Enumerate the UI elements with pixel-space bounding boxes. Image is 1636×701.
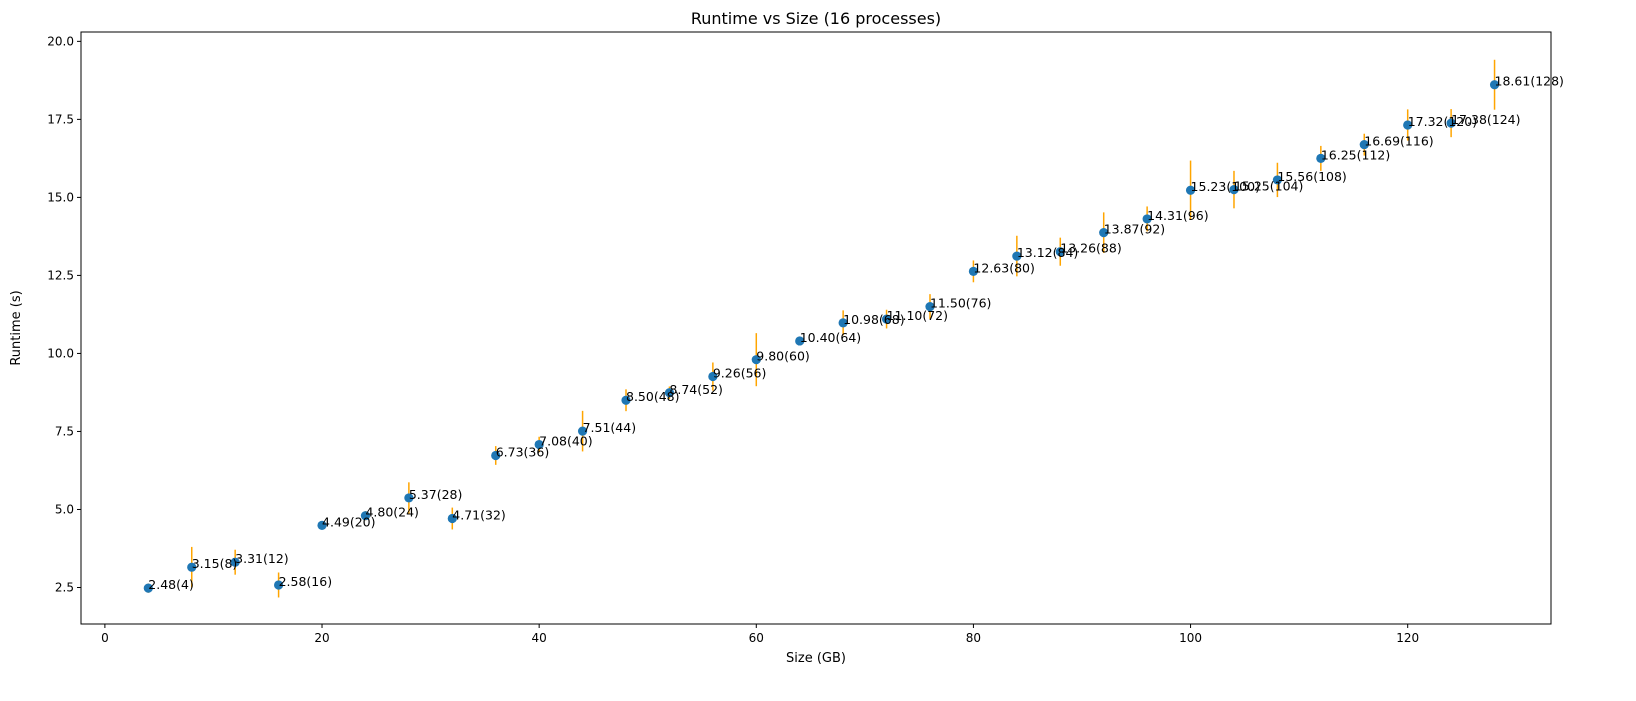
data-point-label: 15.23(100) (1191, 179, 1260, 194)
data-point (1142, 214, 1152, 224)
data-point-label: 12.63(80) (973, 260, 1034, 275)
data-point-label: 7.08(40) (539, 434, 593, 449)
data-point-label: 2.58(16) (279, 574, 333, 589)
x-tick-label: 60 (749, 631, 764, 645)
data-point (1489, 80, 1500, 90)
data-point (534, 439, 544, 450)
data-point (1359, 140, 1369, 150)
x-tick-label: 40 (532, 631, 547, 645)
y-tick-label: 10.0 (47, 346, 74, 360)
data-point (1229, 184, 1239, 195)
data-point-label: 13.87(92) (1104, 222, 1165, 237)
data-point (708, 371, 718, 382)
data-point-label: 4.49(20) (322, 514, 376, 529)
data-point-label: 17.32(120) (1408, 114, 1477, 129)
data-point (795, 336, 805, 346)
y-tick-label: 2.5 (55, 580, 74, 594)
data-point-label: 11.10(72) (887, 308, 948, 323)
data-point (187, 562, 197, 572)
data-point-label: 18.61(128) (1495, 74, 1564, 89)
data-point-label: 8.74(52) (669, 382, 723, 397)
data-point-label: 10.98(68) (843, 312, 904, 327)
data-point (751, 355, 761, 365)
data-point-label: 4.80(24) (365, 505, 419, 520)
plot-frame (80, 31, 1552, 625)
data-point (1185, 185, 1196, 195)
data-point (1272, 175, 1283, 185)
data-point (491, 450, 501, 461)
data-point (881, 314, 892, 324)
x-tick-label: 120 (1396, 631, 1419, 645)
data-point (621, 395, 631, 405)
y-tick-label: 15.0 (47, 190, 74, 204)
data-point-label: 9.80(60) (756, 349, 810, 364)
x-axis-label: Size (GB) (786, 651, 846, 666)
y-tick-label: 12.5 (47, 268, 74, 282)
y-axis-ticks: 2.5 5.0 7.5 10.0 12.5 15.0 17.5 20.0 (47, 34, 81, 594)
point-layer (143, 80, 1500, 593)
data-point (1446, 118, 1456, 128)
data-point-label: 3.15(8) (192, 556, 238, 571)
data-point-label: 8.50(48) (626, 389, 680, 404)
data-point (143, 583, 153, 593)
y-tick-label: 7.5 (55, 424, 74, 438)
data-point-label: 17.38(124) (1451, 112, 1520, 127)
x-tick-label: 0 (101, 631, 109, 645)
data-point (317, 520, 327, 530)
data-point (925, 302, 935, 312)
data-point-label: 3.31(12) (235, 551, 289, 566)
data-point-label: 10.40(64) (800, 330, 861, 345)
data-point (1403, 120, 1413, 130)
data-point (360, 511, 371, 521)
data-point (404, 493, 414, 503)
data-point (1099, 228, 1109, 238)
y-tick-label: 5.0 (55, 502, 74, 516)
data-point (968, 266, 979, 276)
data-point-label: 2.48(4) (148, 577, 194, 592)
data-point-label: 15.25(104) (1234, 179, 1303, 194)
data-point-label: 16.69(116) (1364, 134, 1433, 149)
data-point-label: 6.73(36) (496, 444, 550, 459)
data-point-label: 4.71(32) (452, 508, 506, 523)
data-point-label: 5.37(28) (409, 487, 463, 502)
data-point (838, 318, 848, 328)
data-point-label: 15.56(108) (1277, 169, 1346, 184)
data-point-label: 7.51(44) (583, 420, 637, 435)
x-tick-label: 100 (1179, 631, 1202, 645)
data-point-label: 13.26(88) (1060, 241, 1121, 256)
point-label-layer: 2.48(4)3.15(8)3.31(12)2.58(16)4.49(20)4.… (148, 74, 1564, 592)
data-point-label: 16.25(112) (1321, 147, 1390, 162)
x-tick-label: 80 (966, 631, 981, 645)
data-point (230, 557, 240, 567)
data-point-label: 9.26(56) (713, 366, 767, 381)
data-point (447, 513, 457, 524)
data-point-label: 13.12(84) (1017, 245, 1078, 260)
data-point (273, 580, 284, 590)
x-tick-label: 20 (314, 631, 329, 645)
data-point (577, 426, 588, 436)
x-axis-ticks: 0 20 40 60 80 100 120 (101, 624, 1419, 645)
data-point (1012, 251, 1022, 261)
data-point (1316, 153, 1326, 163)
data-point (664, 388, 675, 398)
data-point (1055, 247, 1065, 257)
y-tick-label: 20.0 (47, 34, 74, 48)
y-tick-label: 17.5 (47, 112, 74, 126)
chart-title: Runtime vs Size (16 processes) (691, 9, 941, 28)
data-point-label: 14.31(96) (1147, 208, 1208, 223)
data-point-label: 11.50(76) (930, 296, 991, 311)
y-axis-label: Runtime (s) (9, 290, 24, 365)
